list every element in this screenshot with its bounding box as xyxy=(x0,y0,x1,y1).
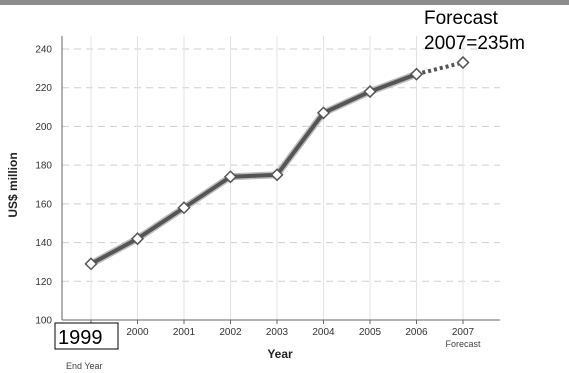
top-border xyxy=(0,0,569,5)
series-line xyxy=(90,72,418,266)
y-tick-labels: 100 120 140 160 180 200 220 240 xyxy=(35,45,52,327)
data-point-marker xyxy=(409,67,424,81)
data-point-marker xyxy=(270,168,284,182)
y-tick-label: 140 xyxy=(35,238,52,249)
forecast-annotation-line1: Forecast xyxy=(424,8,499,29)
data-point-marker xyxy=(177,201,191,215)
y-tick-label: 220 xyxy=(35,83,52,94)
y-tick-label: 120 xyxy=(35,277,52,288)
y-tick-label: 240 xyxy=(35,45,52,56)
series-lines xyxy=(89,60,464,267)
x-tick-label: 2000 xyxy=(126,327,149,338)
x-tick-label: 2005 xyxy=(359,327,382,338)
data-point-marker xyxy=(456,55,470,70)
x-tick-label: 2004 xyxy=(312,327,335,338)
x-tick-label: 2007 xyxy=(452,327,475,338)
data-point-marker xyxy=(130,232,145,246)
x-tick-label: 2002 xyxy=(219,327,242,338)
y-tick-label: 160 xyxy=(35,199,52,210)
highlight-box xyxy=(54,322,119,350)
data-point-marker xyxy=(84,257,98,271)
data-points xyxy=(84,55,470,271)
highlight-year-label: 1999 xyxy=(58,327,103,349)
x-sublabel-forecast: Forecast xyxy=(445,339,481,349)
data-point-marker xyxy=(363,85,377,99)
y-tick-label: 180 xyxy=(35,161,52,172)
forecast-annotation-line2: 2007=235m xyxy=(424,33,525,54)
series-line-forecast xyxy=(416,60,464,77)
y-axis-label: US$ million xyxy=(6,152,20,217)
grid-lines xyxy=(62,36,500,320)
x-tick-label: 2001 xyxy=(173,327,196,338)
data-point-marker xyxy=(223,170,238,184)
chart-axes xyxy=(61,36,500,324)
x-sublabel-end-year: End Year xyxy=(66,361,103,371)
x-tick-label: 2006 xyxy=(405,327,428,338)
data-point-marker xyxy=(316,106,331,120)
x-tick-label: 2003 xyxy=(266,327,289,338)
y-tick-label: 200 xyxy=(35,122,52,133)
x-axis-label: Year xyxy=(267,347,293,361)
y-tick-label: 100 xyxy=(35,316,52,327)
